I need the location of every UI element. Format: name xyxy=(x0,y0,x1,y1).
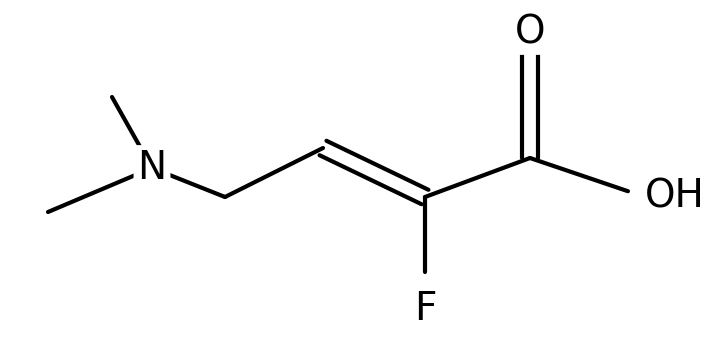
Text: N: N xyxy=(137,149,166,187)
Text: O: O xyxy=(515,13,545,51)
Text: OH: OH xyxy=(645,178,705,216)
Text: F: F xyxy=(413,290,436,328)
